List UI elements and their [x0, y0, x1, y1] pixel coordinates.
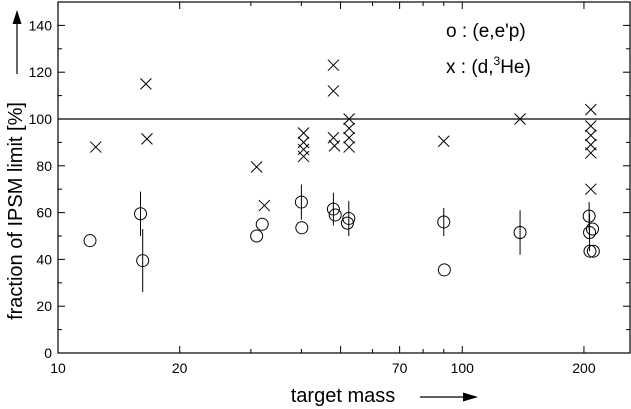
- d-3he-point: [297, 127, 310, 139]
- d-3he-point: [584, 120, 597, 132]
- plot-frame-group: [57, 1, 631, 354]
- y-tick-label: 120: [29, 64, 53, 80]
- axis-ticks: 0 20 40 60 80 100 120 140 10 20 70 100 200: [29, 1, 630, 376]
- legend-entry-ee-p: o : (e,e'p): [446, 21, 526, 42]
- ee-p-point: [255, 217, 269, 231]
- d-3he-point: [327, 85, 340, 97]
- d-3he-point: [140, 78, 152, 90]
- y-axis-arrow-head: [12, 10, 22, 24]
- x-axis-arrow-head: [463, 392, 478, 402]
- d-3he-point: [584, 138, 597, 151]
- y-tick-label: 60: [36, 205, 52, 221]
- x-tick-label: 20: [172, 360, 188, 376]
- d-3he-point: [327, 59, 340, 72]
- d-3he-point: [141, 133, 153, 145]
- ee-p-point: [340, 216, 354, 230]
- ee-p-point: [328, 208, 342, 222]
- legend-entry-d-3he-prefix: x : (d,: [446, 57, 494, 78]
- ee-p-point: [586, 244, 600, 258]
- d-3he-point: [343, 141, 355, 153]
- d-3he-point: [297, 150, 310, 163]
- ee-p-point: [586, 222, 600, 236]
- ee-p-point: [83, 234, 97, 248]
- d-3he-point: [250, 161, 263, 173]
- ee-p-point: [294, 195, 308, 209]
- d-3he-point: [343, 113, 355, 125]
- y-tick-label: 140: [29, 17, 53, 33]
- x-tick-label: 100: [451, 360, 475, 376]
- x-axis-title: target mass: [291, 385, 395, 407]
- ee-p-point: [134, 207, 148, 221]
- legend: o : (e,e'p) x : (d,3He): [446, 21, 531, 78]
- x-tick-label: 200: [572, 360, 596, 376]
- y-tick-label: 40: [36, 251, 52, 267]
- ee-p-point: [342, 211, 356, 225]
- y-tick-label: 100: [29, 111, 53, 127]
- x-axis-title-group: target mass: [291, 385, 478, 407]
- plot-frame: [57, 1, 631, 354]
- y-tick-label: 20: [36, 298, 52, 314]
- ee-p-point: [583, 225, 597, 239]
- d-3he-point: [584, 147, 597, 159]
- x-tick-label: 10: [50, 360, 66, 376]
- y-tick-label: 0: [44, 345, 52, 361]
- ee-p-point: [437, 263, 451, 277]
- d-3he-point: [584, 103, 597, 116]
- ee-p-point: [583, 244, 597, 258]
- d-3he-point: [584, 183, 597, 196]
- ee-p-point: [437, 215, 451, 229]
- d-3he-point: [343, 122, 355, 135]
- legend-entry-d-3he-suffix: He): [500, 57, 531, 78]
- d-3he-point: [89, 141, 102, 153]
- data-points: [83, 59, 600, 293]
- d-3he-point: [328, 140, 341, 152]
- ee-p-point: [136, 254, 150, 268]
- legend-entry-d-3he-superscript: 3: [494, 54, 501, 68]
- y-axis-title: fraction of IPSM limit [%]: [5, 102, 27, 320]
- ee-p-point: [295, 221, 309, 235]
- d-3he-point: [514, 113, 526, 125]
- d-3he-point: [437, 135, 450, 148]
- ee-p-point: [513, 225, 527, 239]
- y-tick-label: 80: [36, 158, 52, 174]
- d-3he-point: [584, 129, 597, 142]
- ee-p-point: [250, 229, 264, 243]
- ee-p-point: [326, 202, 340, 216]
- y-axis-title-group: fraction of IPSM limit [%]: [5, 10, 27, 320]
- x-tick-label: 70: [392, 360, 408, 376]
- d-3he-point: [258, 199, 271, 212]
- d-3he-point: [343, 131, 355, 144]
- legend-entry-d-3he: x : (d,3He): [446, 54, 531, 78]
